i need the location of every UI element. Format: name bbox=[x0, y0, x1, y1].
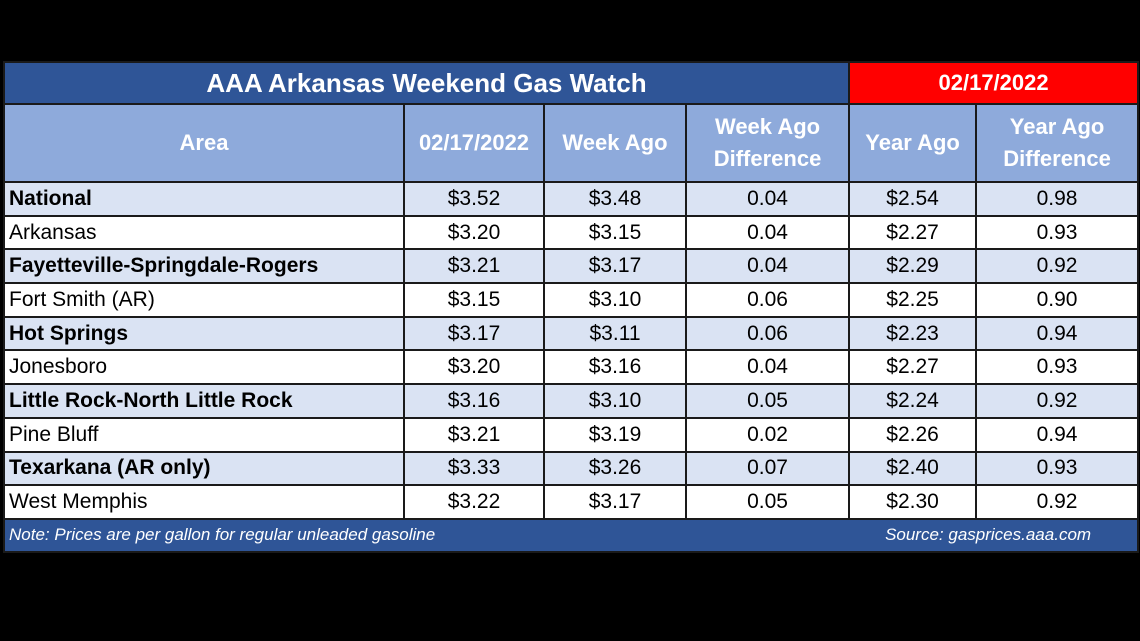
price-cell: $3.19 bbox=[543, 416, 687, 453]
table-row: Pine Bluff $3.21 $3.19 0.02 $2.26 0.94 bbox=[3, 416, 1140, 453]
price-cell: $2.27 bbox=[848, 349, 978, 386]
table-row: Little Rock-North Little Rock $3.16 $3.10 0… bbox=[3, 383, 1140, 419]
price-cell: 0.04 bbox=[684, 214, 851, 251]
price-cell: $3.21 bbox=[403, 416, 545, 453]
price-cell: $3.16 bbox=[543, 349, 687, 386]
price-cell: 0.05 bbox=[684, 484, 851, 520]
table-row: Arkansas $3.20 $3.15 0.04 $2.27 0.93 bbox=[3, 214, 1140, 251]
column-header: Area bbox=[3, 103, 405, 183]
price-cell: 0.07 bbox=[684, 450, 851, 487]
area-cell: Texarkana (AR only) bbox=[3, 450, 405, 487]
price-cell: $2.40 bbox=[848, 450, 978, 487]
price-cell: 0.92 bbox=[975, 484, 1140, 520]
area-cell: Pine Bluff bbox=[3, 416, 405, 453]
price-cell: $3.22 bbox=[403, 484, 545, 520]
price-cell: $2.23 bbox=[848, 315, 978, 352]
price-cell: $2.27 bbox=[848, 214, 978, 251]
price-cell: $3.17 bbox=[403, 315, 545, 352]
table-row: Texarkana (AR only) $3.33 $3.26 0.07 $2.40 0.… bbox=[3, 450, 1140, 487]
area-cell: Little Rock-North Little Rock bbox=[3, 383, 405, 419]
price-cell: 0.94 bbox=[975, 416, 1140, 453]
price-cell: 0.06 bbox=[684, 315, 851, 352]
price-cell: 0.98 bbox=[975, 181, 1140, 217]
price-cell: $3.10 bbox=[543, 383, 687, 419]
price-cell: $3.17 bbox=[543, 248, 687, 285]
price-cell: 0.93 bbox=[975, 214, 1140, 251]
price-cell: $3.20 bbox=[403, 214, 545, 251]
price-cell: $2.25 bbox=[848, 282, 978, 318]
price-cell: 0.04 bbox=[684, 248, 851, 285]
price-cell: 0.92 bbox=[975, 383, 1140, 419]
footer-row: Note: Prices are per gallon for regular … bbox=[2, 517, 1140, 553]
area-cell: Arkansas bbox=[3, 214, 405, 251]
price-cell: 0.92 bbox=[975, 248, 1140, 285]
price-cell: $3.16 bbox=[403, 383, 545, 419]
price-cell: 0.05 bbox=[684, 383, 851, 419]
table-row: National $3.52 $3.48 0.04 $2.54 0.98 bbox=[3, 181, 1140, 217]
column-header: Year Ago bbox=[848, 103, 978, 183]
title-date: 02/17/2022 bbox=[848, 61, 1140, 105]
price-cell: $2.30 bbox=[848, 484, 978, 520]
price-cell: $3.48 bbox=[543, 181, 687, 217]
price-cell: $3.15 bbox=[543, 214, 687, 251]
table-row: Fort Smith (AR) $3.15 $3.10 0.06 $2.25 0.90 bbox=[3, 282, 1140, 318]
gas-table: AAA Arkansas Weekend Gas Watch 02/17/202… bbox=[2, 61, 1140, 553]
price-cell: $3.20 bbox=[403, 349, 545, 386]
price-cell: $3.11 bbox=[543, 315, 687, 352]
table-row: West Memphis $3.22 $3.17 0.05 $2.30 0.92 bbox=[3, 484, 1140, 520]
table-row: Hot Springs $3.17 $3.11 0.06 $2.23 0.94 bbox=[3, 315, 1140, 352]
column-header: Week Ago Difference bbox=[684, 103, 851, 183]
price-cell: 0.04 bbox=[684, 181, 851, 217]
price-cell: $3.10 bbox=[543, 282, 687, 318]
area-cell: National bbox=[3, 181, 405, 217]
area-cell: Jonesboro bbox=[3, 349, 405, 386]
price-cell: $3.33 bbox=[403, 450, 545, 487]
price-cell: 0.06 bbox=[684, 282, 851, 318]
price-cell: 0.94 bbox=[975, 315, 1140, 352]
gas-table-panel: AAA Arkansas Weekend Gas Watch 02/17/202… bbox=[2, 61, 1140, 553]
price-cell: 0.02 bbox=[684, 416, 851, 453]
price-cell: $3.52 bbox=[403, 181, 545, 217]
price-cell: $3.26 bbox=[543, 450, 687, 487]
price-cell: $2.29 bbox=[848, 248, 978, 285]
price-cell: $3.15 bbox=[403, 282, 545, 318]
price-cell: $2.24 bbox=[848, 383, 978, 419]
price-cell: 0.90 bbox=[975, 282, 1140, 318]
table-row: Jonesboro $3.20 $3.16 0.04 $2.27 0.93 bbox=[3, 349, 1140, 386]
column-header: Week Ago bbox=[543, 103, 687, 183]
area-cell: Fayetteville-Springdale-Rogers bbox=[3, 248, 405, 285]
area-cell: Hot Springs bbox=[3, 315, 405, 352]
column-header: 02/17/2022 bbox=[403, 103, 545, 183]
price-cell: 0.93 bbox=[975, 349, 1140, 386]
price-cell: $3.17 bbox=[543, 484, 687, 520]
title: AAA Arkansas Weekend Gas Watch bbox=[2, 61, 851, 105]
price-cell: $2.26 bbox=[848, 416, 978, 453]
header-row: Area 02/17/2022 Week Ago Week Ago Differenc… bbox=[3, 103, 1140, 183]
price-cell: 0.93 bbox=[975, 450, 1140, 487]
area-cell: West Memphis bbox=[3, 484, 405, 520]
price-cell: 0.04 bbox=[684, 349, 851, 386]
footer-source: Source: gasprices.aaa.com bbox=[849, 517, 1140, 553]
title-row: AAA Arkansas Weekend Gas Watch 02/17/202… bbox=[2, 61, 1140, 105]
area-cell: Fort Smith (AR) bbox=[3, 282, 405, 318]
price-cell: $3.21 bbox=[403, 248, 545, 285]
footer-note: Note: Prices are per gallon for regular … bbox=[2, 517, 850, 553]
column-header: Year Ago Difference bbox=[975, 103, 1140, 183]
price-cell: $2.54 bbox=[848, 181, 978, 217]
table-row: Fayetteville-Springdale-Rogers $3.21 $3.17… bbox=[3, 248, 1140, 285]
